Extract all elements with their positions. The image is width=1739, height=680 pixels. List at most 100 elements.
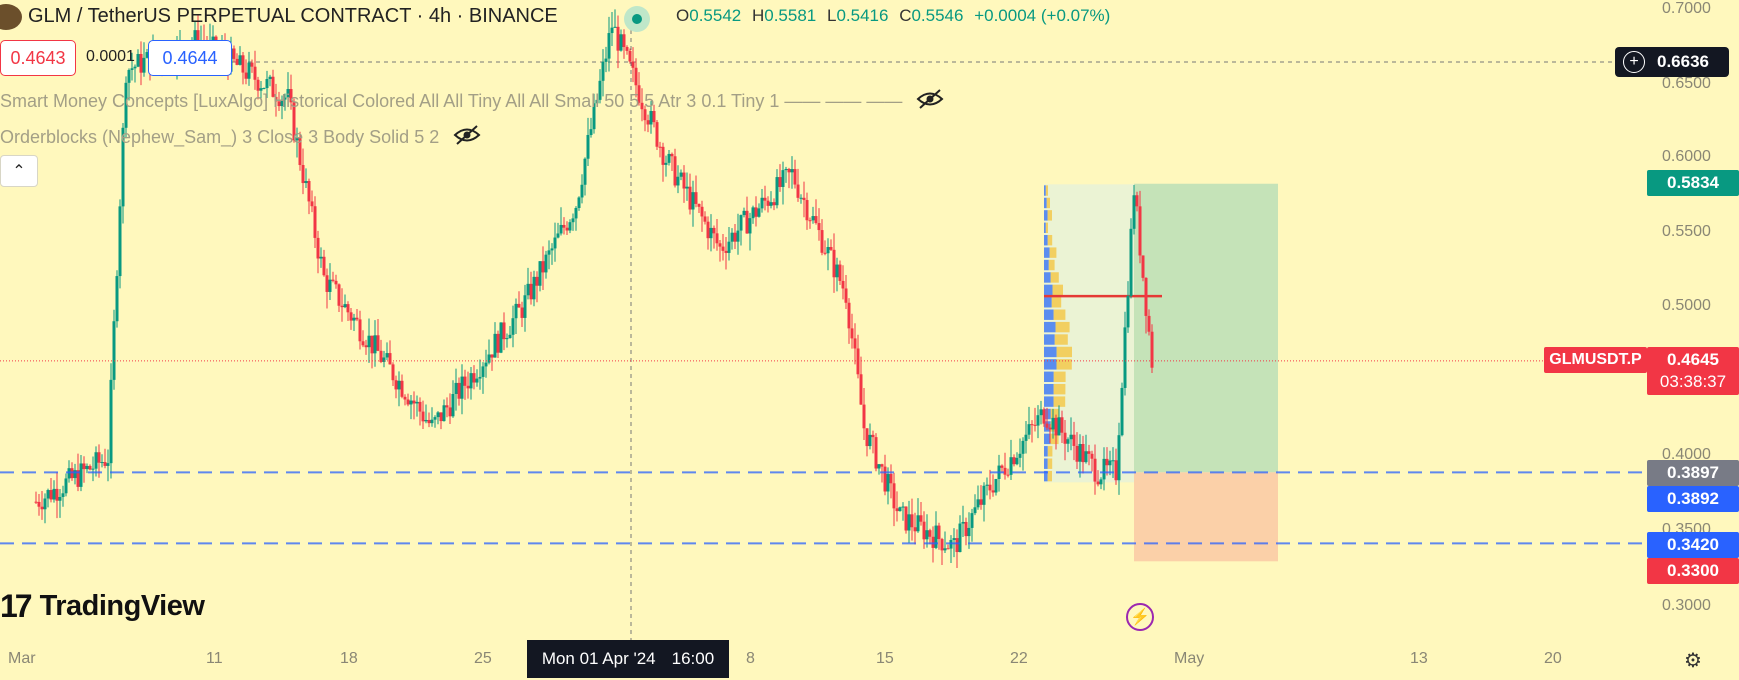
candle-body <box>451 394 455 417</box>
candle-body <box>835 264 839 278</box>
candle-body <box>1000 465 1004 468</box>
candle-body <box>100 462 104 464</box>
volume-bar-down <box>1050 408 1059 420</box>
candle-body <box>559 224 563 234</box>
indicator-smc[interactable]: Smart Money Concepts [LuxAlgo] Historica… <box>0 88 944 115</box>
candle-body <box>550 248 554 251</box>
volume-bar-up <box>1044 470 1048 482</box>
candle-body <box>337 284 341 306</box>
chevron-up-icon[interactable]: ⌃ <box>0 155 38 187</box>
sell-button[interactable]: 0.4643 <box>0 40 76 76</box>
candle-body <box>700 206 704 217</box>
candle-body <box>745 210 749 234</box>
candle-body <box>145 52 149 58</box>
volume-bar-up <box>1044 346 1057 358</box>
candle-body <box>547 250 551 255</box>
candle-body <box>523 295 527 318</box>
crosshair-price-value: 0.6636 <box>1657 52 1709 71</box>
candle-body <box>832 249 836 278</box>
symbol-title[interactable]: GLM / TetherUS PERPETUAL CONTRACT · 4h ·… <box>28 4 558 27</box>
price-tick: 0.6500 <box>1662 75 1711 92</box>
candle-body <box>316 237 320 259</box>
candle-body <box>370 335 374 354</box>
time-tick: 15 <box>876 650 894 667</box>
candle-body <box>622 34 626 48</box>
time-tick: 13 <box>1410 650 1428 667</box>
crosshair-lines <box>200 30 1615 640</box>
candle-body <box>928 530 932 537</box>
candle-body <box>964 521 968 537</box>
candle-body <box>670 153 674 157</box>
candle-body <box>61 493 65 497</box>
candle-body <box>292 102 296 141</box>
price-tick: 0.5500 <box>1662 223 1711 240</box>
volume-bar-down <box>1047 234 1053 246</box>
candle-body <box>121 127 125 207</box>
candle-body <box>967 527 971 537</box>
candle-body <box>553 237 557 249</box>
crosshair-price-label[interactable]: + 0.6636 <box>1615 47 1729 77</box>
candle-body <box>397 380 401 390</box>
candle-body <box>613 26 617 28</box>
candle-body <box>343 304 347 308</box>
candle-body <box>607 33 611 59</box>
candle-body <box>367 335 371 348</box>
candle-body <box>1018 453 1022 458</box>
crosshair-time-label: Mon 01 Apr '24 16:00 <box>527 640 729 678</box>
candle-body <box>874 437 878 469</box>
buy-button[interactable]: 0.4644 <box>148 40 232 76</box>
candle-body <box>829 247 833 250</box>
candle-body <box>115 276 119 322</box>
time-tick: 11 <box>206 650 223 667</box>
candle-body <box>898 507 902 512</box>
volume-bar-down <box>1048 259 1055 271</box>
volume-bar-down <box>1053 396 1066 407</box>
candle-body <box>862 404 866 429</box>
gear-icon[interactable]: ⚙ <box>1684 650 1702 672</box>
candle-body <box>598 80 602 100</box>
eye-off-icon[interactable] <box>916 88 944 115</box>
candle-body <box>1096 481 1100 485</box>
candle-body <box>1033 424 1037 426</box>
candle-body <box>961 521 965 524</box>
volume-bar-down <box>1047 446 1053 457</box>
candle-body <box>577 197 581 208</box>
candle-body <box>625 47 629 51</box>
candle-body <box>1081 444 1085 463</box>
candle-body <box>295 138 299 141</box>
candle-body <box>697 203 701 207</box>
candle-body <box>742 210 746 216</box>
time-tick: Mar <box>8 650 36 667</box>
eye-off-icon[interactable] <box>453 124 481 151</box>
candle-body <box>865 428 869 447</box>
candle-body <box>562 224 566 228</box>
candle-body <box>1063 432 1067 444</box>
volume-bar-down <box>1056 359 1072 370</box>
take-profit-price-tag: 0.5834 <box>1647 170 1739 196</box>
market-status-icon[interactable] <box>624 6 650 32</box>
candle-body <box>463 376 467 386</box>
candle-body <box>913 527 917 532</box>
candle-body <box>586 134 590 159</box>
candle-body <box>793 169 797 185</box>
volume-bar-down <box>1047 210 1052 221</box>
plus-circle-icon[interactable]: + <box>1623 51 1645 73</box>
candle-body <box>604 58 608 62</box>
candle-body <box>1060 417 1064 433</box>
candle-body <box>571 218 575 223</box>
time-tick: 20 <box>1544 650 1562 667</box>
candle-body <box>364 345 368 348</box>
candle-body <box>688 186 692 210</box>
candle-body <box>478 376 482 379</box>
candle-body <box>580 184 584 198</box>
candle-body <box>43 498 47 510</box>
candle-body <box>268 76 272 80</box>
indicator-orderblocks[interactable]: Orderblocks (Nephew_Sam_) 3 Close 3 Body… <box>0 124 481 151</box>
lightning-icon[interactable]: ⚡ <box>1126 603 1154 631</box>
time-tick: 8 <box>746 650 755 667</box>
tradingview-logo: 17 TradingView <box>0 588 205 625</box>
candle-body <box>322 256 326 276</box>
candle-body <box>883 466 887 492</box>
candle-body <box>952 538 956 540</box>
